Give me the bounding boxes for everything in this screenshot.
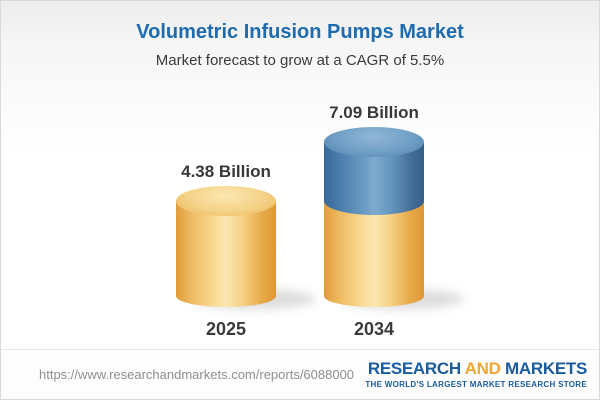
report-url[interactable]: https://www.researchandmarkets.com/repor… [39, 367, 355, 382]
chart-subtitle: Market forecast to grow at a CAGR of 5.5… [155, 52, 445, 69]
bar-segment-base [176, 200, 276, 307]
footer-bar: https://www.researchandmarkets.com/repor… [1, 349, 599, 399]
x-axis-label: 2034 [353, 319, 395, 339]
cylinder-top [324, 127, 424, 158]
logo-word-and: AND [464, 359, 501, 378]
x-axis-label: 2025 [205, 319, 247, 339]
bar-segment-base [324, 200, 424, 307]
logo-word-research: RESEARCH [367, 359, 461, 378]
logo-wordmark: RESEARCH AND MARKETS [365, 360, 587, 377]
bar-value-label: 4.38 Billion [181, 161, 271, 181]
chart-title: Volumetric Infusion Pumps Market [136, 21, 464, 43]
cylinder-top [176, 185, 276, 216]
logo-tagline: THE WORLD'S LARGEST MARKET RESEARCH STOR… [365, 380, 587, 389]
logo-word-markets: MARKETS [505, 359, 587, 378]
chart-header: Volumetric Infusion Pumps Market Market … [1, 21, 599, 69]
research-and-markets-logo[interactable]: RESEARCH AND MARKETS THE WORLD'S LARGEST… [365, 360, 587, 389]
bar-value-label: 7.09 Billion [329, 103, 419, 123]
